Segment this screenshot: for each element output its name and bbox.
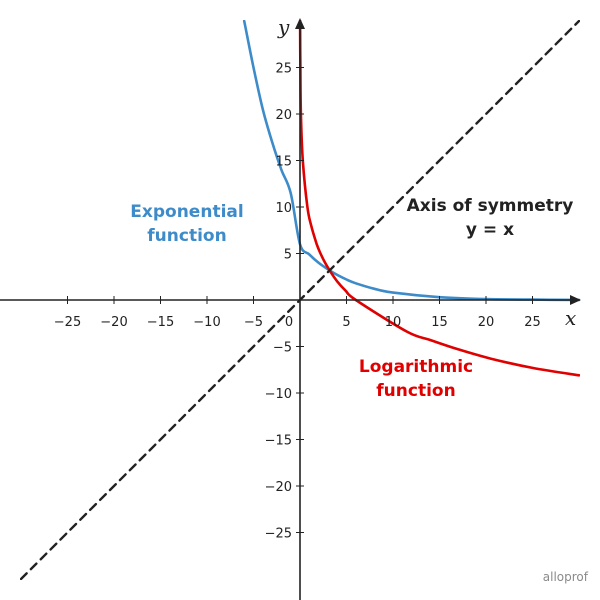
- exponential-label: Exponential: [130, 202, 243, 222]
- x-tick-label: −25: [54, 315, 81, 330]
- x-tick-label: 20: [478, 315, 495, 330]
- y-tick-label: 5: [284, 248, 292, 263]
- x-tick-label: 10: [385, 315, 402, 330]
- symmetry-axis-label-line2: y = x: [466, 220, 514, 240]
- y-tick-label: −25: [265, 527, 292, 542]
- y-tick-label: 25: [275, 62, 292, 77]
- brand-watermark: alloprof: [542, 570, 588, 584]
- axes-layer: [0, 18, 581, 600]
- y-tick-label: −20: [265, 480, 292, 495]
- symmetry-axis-label: Axis of symmetry: [407, 196, 574, 216]
- exponential-label-line2: function: [147, 226, 226, 246]
- x-tick-label: −10: [193, 315, 220, 330]
- y-tick-label: 10: [275, 201, 292, 216]
- x-tick-label: 5: [342, 315, 350, 330]
- y-tick-label: −5: [273, 341, 292, 356]
- y-tick-label: 20: [275, 108, 292, 123]
- logarithmic-label-line2: function: [376, 381, 455, 401]
- y-tick-label: −10: [265, 387, 292, 402]
- y-axis-label: y: [277, 15, 290, 39]
- y-tick-label: −15: [265, 434, 292, 449]
- x-tick-label: −5: [244, 315, 263, 330]
- ticks-layer: −25 −20 −15 −10 −5 0 5 10 15 20 25 −25 −20 −15 −10 −5 5 1…: [54, 62, 541, 542]
- y-axis-arrowhead: [295, 18, 305, 29]
- logarithmic-label: Logarithmic: [359, 357, 473, 377]
- x-tick-label: 0: [285, 315, 293, 330]
- x-tick-label: −15: [147, 315, 174, 330]
- x-axis-label: x: [565, 306, 576, 330]
- y-tick-label: 15: [275, 155, 292, 170]
- x-tick-label: 15: [431, 315, 448, 330]
- x-tick-label: 25: [524, 315, 541, 330]
- exponential-curve: [242, 20, 580, 302]
- x-tick-label: −20: [100, 315, 127, 330]
- x-axis-arrowhead: [570, 295, 581, 305]
